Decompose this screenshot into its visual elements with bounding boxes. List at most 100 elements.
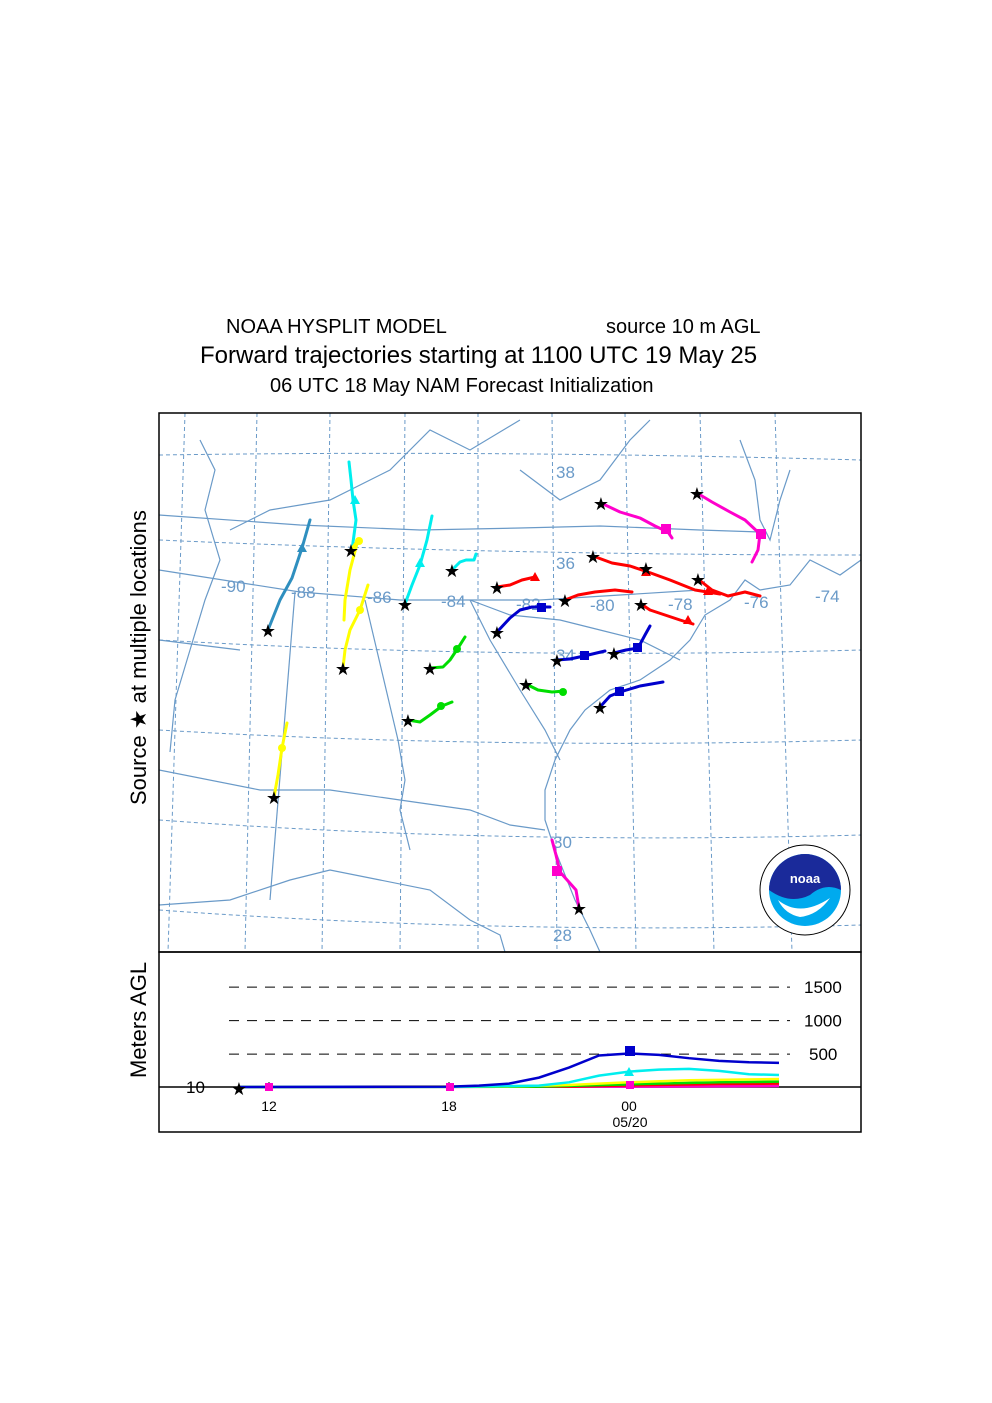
- border-ky-tn: [159, 514, 761, 533]
- height-frame: [158, 951, 862, 1133]
- traj-yellow-2: [341, 583, 370, 670]
- grid-labels: 38 36 34 30 28 -90 -88 -86 -84 -82 -80 -…: [221, 463, 840, 945]
- grid-lon-78: [624, 413, 637, 952]
- traj-green-2: [406, 700, 454, 724]
- grid-lon-90: [167, 413, 186, 952]
- source-star-icon: ★: [518, 675, 534, 695]
- traj-red-4: [639, 602, 695, 626]
- height-tick-label: 1000: [804, 1012, 842, 1031]
- x-tick-label: 18: [441, 1098, 457, 1114]
- marker-square: [580, 651, 589, 660]
- source-star-icon: ★: [260, 621, 276, 641]
- graticule: [159, 413, 861, 952]
- source-star-icon: ★: [231, 1079, 247, 1099]
- source-star-icon: ★: [549, 651, 565, 671]
- marker-square: [552, 866, 562, 876]
- marker-square: [615, 687, 624, 696]
- grid-lat-32: [159, 729, 861, 744]
- border-wv-va: [519, 419, 651, 501]
- grid-lon-84: [399, 413, 406, 952]
- map-markers: ★ ★ ★ ★ ★ ★ ★ ★ ★ ★ ★ ★ ★ ★ ★ ★ ★: [260, 484, 766, 919]
- map-panel: 38 36 34 30 28 -90 -88 -86 -84 -82 -80 -…: [158, 412, 862, 953]
- source-star-icon: ★: [606, 644, 622, 664]
- marker-circle: [356, 606, 364, 614]
- state-boundaries: [159, 419, 861, 952]
- source-star-icon: ★: [266, 788, 282, 808]
- height-series-lines: [238, 1052, 780, 1089]
- height-tick-label: 1500: [804, 978, 842, 997]
- source-star-icon: ★: [633, 595, 649, 615]
- x-tick-labels: 12 18 00: [261, 1082, 637, 1114]
- height-marker-triangle: [624, 1067, 634, 1076]
- source-star-icon: ★: [593, 494, 609, 514]
- marker-circle: [355, 537, 363, 545]
- x-tick-label: 00: [621, 1098, 637, 1114]
- lat-label-30: 30: [553, 833, 572, 852]
- source-star-icon: ★: [335, 659, 351, 679]
- traj-yellow-3: [272, 721, 289, 799]
- traj-red-5: [696, 577, 762, 598]
- source-star-icon: ★: [689, 484, 705, 504]
- grid-lat-36: [159, 539, 861, 556]
- mississippi-river: [169, 439, 221, 753]
- chesapeake-bay: [739, 439, 791, 542]
- source-star-icon: ★: [571, 899, 587, 919]
- lon-label-86: -86: [367, 588, 392, 607]
- gulf-coast: [159, 869, 506, 952]
- traj-red-2: [563, 588, 634, 602]
- main-title: Forward trajectories starting at 1100 UT…: [200, 342, 758, 369]
- height-marker-square: [265, 1083, 273, 1091]
- grid-lon-76: [699, 413, 715, 952]
- source-star-icon: ★: [585, 547, 601, 567]
- height-marker-square: [626, 1081, 634, 1089]
- border-nc-sc: [469, 599, 681, 661]
- traj-green-3: [524, 682, 567, 694]
- lon-label-76: -76: [744, 593, 769, 612]
- lon-label-78: -78: [668, 595, 693, 614]
- source-star-icon: ★: [397, 595, 413, 615]
- marker-square: [661, 524, 671, 534]
- marker-triangle: [415, 558, 425, 567]
- marker-square: [537, 603, 546, 612]
- grid-lat-28: [159, 909, 861, 929]
- noaa-logo-text: noaa: [790, 871, 821, 886]
- marker-square: [756, 529, 766, 539]
- border-al-ga: [364, 599, 411, 851]
- map-frame: [158, 412, 862, 953]
- source-star-icon: ★: [592, 698, 608, 718]
- marker-triangle: [703, 586, 713, 595]
- border-ga-sc: [469, 599, 561, 761]
- source-stars: ★ ★ ★ ★ ★ ★ ★ ★ ★ ★ ★ ★ ★ ★ ★ ★ ★: [260, 484, 706, 919]
- source-star-icon: ★: [343, 541, 359, 561]
- traj-yellow-1: [342, 538, 360, 622]
- grid-lon-88: [244, 413, 258, 952]
- coastline: [544, 559, 861, 952]
- grid-lon-86: [321, 413, 331, 952]
- source-star-icon: ★: [422, 659, 438, 679]
- marker-triangle: [530, 572, 540, 581]
- traj-magenta-2: [695, 491, 762, 564]
- traj-cyan-1: [347, 460, 358, 552]
- height-marker-square: [625, 1046, 635, 1056]
- x-date-label: 05/20: [612, 1114, 647, 1130]
- model-title: NOAA HYSPLIT MODEL: [226, 316, 447, 338]
- marker-circle: [559, 688, 567, 696]
- source-star-icon: ★: [638, 559, 654, 579]
- height-marker-square: [446, 1083, 454, 1091]
- lat-label-38: 38: [556, 463, 575, 482]
- lat-label-28: 28: [553, 926, 572, 945]
- lon-label-88: -88: [291, 583, 316, 602]
- source-star-icon: ★: [444, 561, 460, 581]
- grid-lat-30: [159, 819, 861, 839]
- marker-triangle: [350, 495, 360, 504]
- traj-blue-2: [555, 649, 607, 662]
- lon-label-90: -90: [221, 577, 246, 596]
- height-panel: 1500 1000 500 10 12 18 00 05/20 ★: [158, 951, 862, 1133]
- source-height-title: source 10 m AGL: [606, 316, 761, 338]
- source-star-icon: ★: [557, 591, 573, 611]
- ohio-river: [229, 419, 521, 531]
- source-star-icon: ★: [489, 623, 505, 643]
- height-tick-label: 500: [809, 1045, 837, 1064]
- marker-circle: [437, 702, 445, 710]
- border-mo-ar: [159, 639, 241, 651]
